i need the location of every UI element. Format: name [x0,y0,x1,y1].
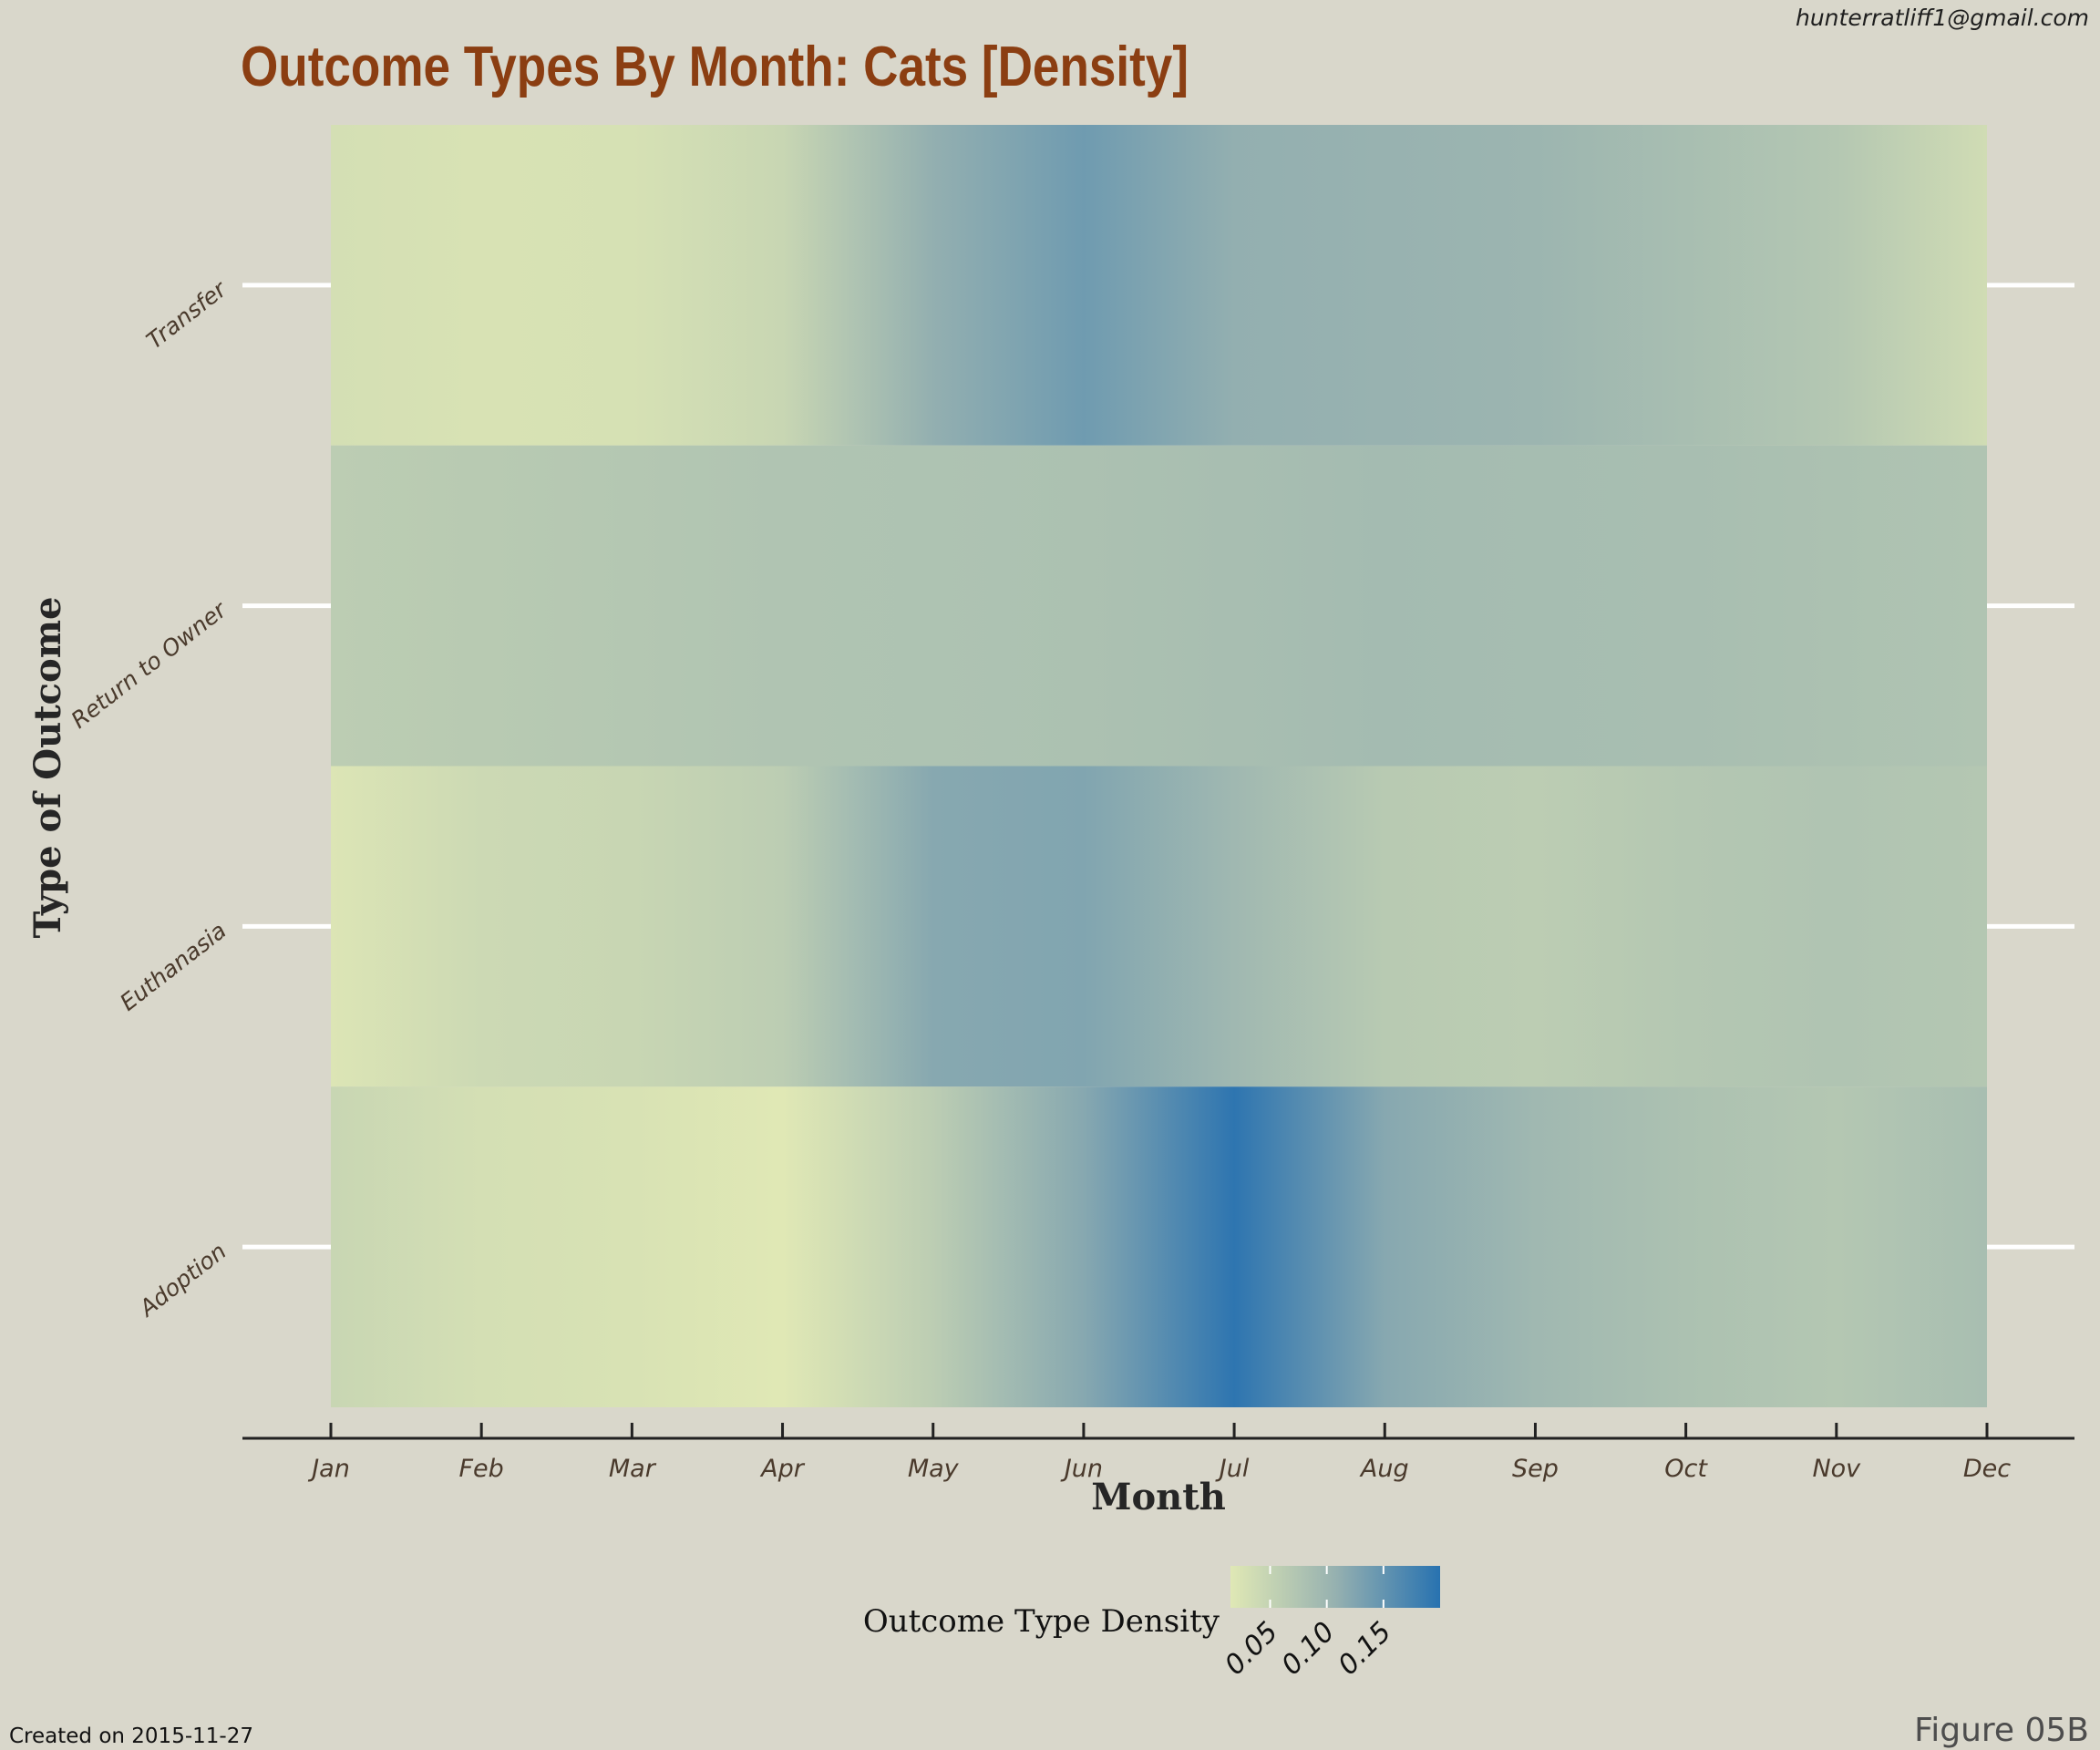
heatmap-cell [1761,767,1911,1087]
heatmap-cell [557,767,707,1087]
heatmap-cell [557,1086,707,1407]
heatmap-cell [255,767,406,1087]
x-tick-label: Dec [1963,1455,2011,1483]
heatmap-cell [407,125,557,446]
x-axis-title: Month [1091,1476,1226,1518]
x-tick-label: Feb [459,1455,504,1483]
heatmap-cell [407,1086,557,1407]
heatmap-cell [255,125,406,446]
x-tick-label: Nov [1812,1455,1861,1483]
heatmap-cell [407,767,557,1087]
heatmap-cell [407,446,557,767]
heatmap-cell [1761,125,1911,446]
heatmap-cell [1310,1086,1460,1407]
y-axis-title: Type of Outcome [26,597,69,939]
heatmap-cell [255,446,406,767]
row-tick-marks [242,283,2074,1250]
heatmap-row-transfer [255,125,2062,446]
heatmap-row-adoption [255,1086,2062,1407]
heatmap-cell [1008,767,1158,1087]
legend-colorbar [1230,1566,1440,1608]
heatmap-cell [1310,446,1460,767]
heatmap-row-band [331,445,1987,767]
heatmap-cell [1911,767,2062,1087]
heatmap-cell [858,767,1008,1087]
heatmap-row-band [331,125,1987,446]
x-tick-label: Jun [1060,1455,1103,1483]
heatmap-cell [1159,767,1310,1087]
heatmap-cell [707,767,858,1087]
x-tick-label: Sep [1512,1455,1559,1483]
heatmap-cell [1911,1086,2062,1407]
heatmap-cell [1310,767,1460,1087]
heatmap-cell [707,446,858,767]
created-date: Created on 2015-11-27 [9,1724,253,1748]
x-tick-label: May [908,1455,960,1483]
legend-title: Outcome Type Density [863,1603,1220,1640]
heatmap-cell [1460,446,1611,767]
heatmap-rows [255,125,2062,1407]
heatmap-cell [557,125,707,446]
heatmap-cell [1761,446,1911,767]
heatmap-cell [1310,125,1460,446]
heatmap-cell [707,125,858,446]
x-tick-label: Apr [759,1455,806,1483]
heatmap-cell [1611,125,1761,446]
heatmap-cell [1460,1086,1611,1407]
heatmap-cell [858,446,1008,767]
heatmap-cell [1159,446,1310,767]
heatmap-cell [1460,767,1611,1087]
chart-title: Outcome Types By Month: Cats [Density] [241,36,1189,98]
x-tick-label: Jan [307,1455,350,1483]
x-ticks: Jan Feb Mar Apr May Jun Jul Aug Sep Oct Nov Dec [307,1423,2011,1483]
heatmap-cell [1911,125,2062,446]
heatmap-cell [1611,1086,1761,1407]
heatmap-cell [1008,446,1158,767]
heatmap-cell [707,1086,858,1407]
x-tick-label: Oct [1664,1455,1708,1483]
x-tick-label: Aug [1359,1455,1409,1483]
heatmap-cell [1761,1086,1911,1407]
heatmap-cell [858,1086,1008,1407]
heatmap-cell [1611,767,1761,1087]
heatmap-cell [1159,125,1310,446]
heatmap-cell [858,125,1008,446]
heatmap-cell [1008,1086,1158,1407]
x-tick-label: Jul [1215,1455,1250,1483]
heatmap-row-euthanasia [255,766,2062,1087]
heatmap-row-band [331,766,1987,1087]
heatmap-cell [1008,125,1158,446]
heatmap-row-return-to-owner [255,445,2062,767]
figure-label: Figure 05B [1914,1712,2089,1749]
heatmap-cell [1911,446,2062,767]
author-email: hunterratliff1@gmail.com [1796,5,2089,31]
x-tick-label: Mar [609,1455,657,1483]
heatmap-cell [1611,446,1761,767]
heatmap-row-band [331,1086,1987,1407]
heatmap-cell [1460,125,1611,446]
heatmap-cell [1159,1086,1310,1407]
heatmap-cell [557,446,707,767]
heatmap-cell [255,1086,406,1407]
